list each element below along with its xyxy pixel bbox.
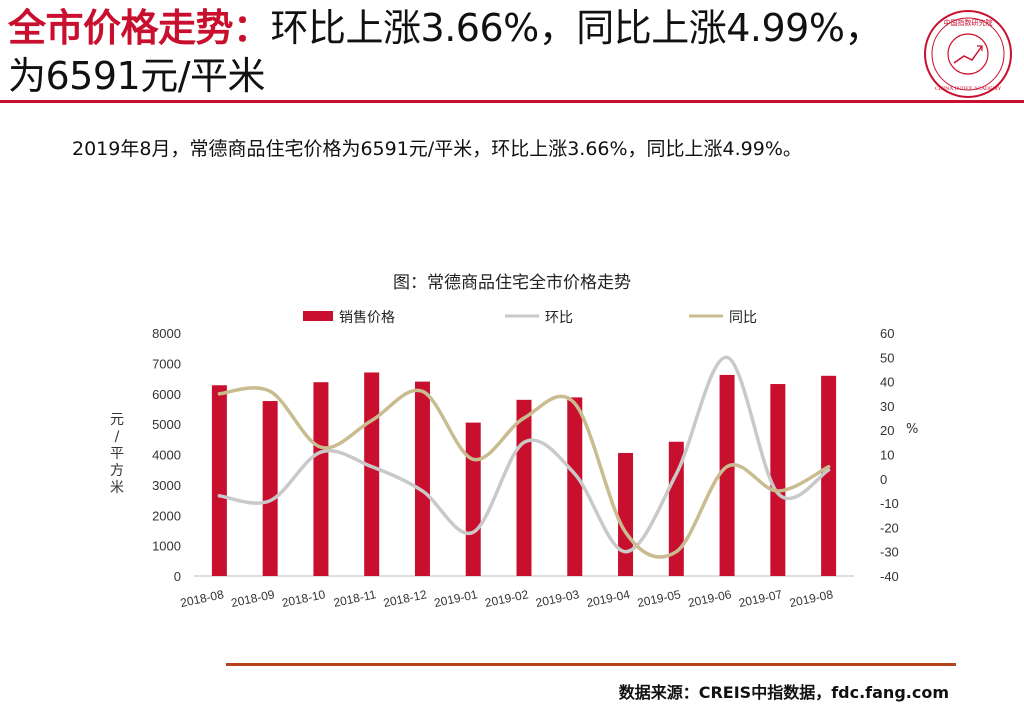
right-tick-label: 0 [880,472,887,487]
right-tick-label: 50 [880,350,894,365]
bar-2019-04 [618,452,634,576]
category-label-2019-02: 2019-02 [484,587,530,610]
title-divider [0,100,1024,103]
left-axis-label-char: 元 [110,412,124,428]
bar-2019-08 [821,375,837,576]
bar-2018-11 [364,372,380,576]
chart-title: 图：常德商品住宅全市价格走势 [393,273,631,293]
bar-2019-06 [719,374,735,576]
left-tick-label: 0 [174,569,181,584]
bar-2018-12 [414,381,430,576]
right-tick-label: 10 [880,448,894,463]
category-label-2018-08: 2018-08 [179,587,225,610]
left-axis-label-char: 方 [110,463,124,479]
left-axis-label-char: 米 [110,480,124,496]
right-tick-label: 40 [880,375,894,390]
line-series-1 [217,355,831,554]
svg-text:CHINA INDEX ACADEMY: CHINA INDEX ACADEMY [935,86,1002,92]
right-tick-label: -10 [880,496,899,511]
bar-2019-07 [770,384,786,576]
right-tick-label: 20 [880,423,894,438]
bar-2018-09 [262,401,278,576]
right-tick-label: -40 [880,569,899,584]
bar-2019-01 [465,422,481,576]
category-label-2019-04: 2019-04 [585,587,631,610]
left-tick-label: 6000 [152,387,181,402]
right-axis-label: % [906,422,918,437]
bar-2019-03 [567,397,583,576]
category-label-2019-06: 2019-06 [687,587,733,610]
bar-2019-05 [668,441,684,576]
summary-text: 2019年8月，常德商品住宅价格为6591元/平米，环比上涨3.66%，同比上涨… [72,138,802,160]
left-axis-label-char: 平 [110,446,124,462]
left-tick-label: 7000 [152,356,181,371]
left-axis-label-char: / [115,429,120,445]
legend-label-2: 同比 [729,310,757,326]
category-label-2019-08: 2019-08 [788,587,834,610]
category-label-2019-01: 2019-01 [433,587,479,610]
left-tick-label: 4000 [152,448,181,463]
category-label-2018-10: 2018-10 [281,587,327,610]
data-source: 数据来源：CREIS中指数据，fdc.fang.com [618,683,949,702]
footer-divider [226,663,956,666]
page-title-rest: 环比上涨3.66%，同比上涨4.99%，为6591元/平米 [8,6,882,98]
right-tick-label: -30 [880,545,899,560]
right-tick-label: 30 [880,399,894,414]
left-tick-label: 2000 [152,508,181,523]
page-title-highlight: 全市价格走势： [8,6,271,50]
left-tick-label: 1000 [152,539,181,554]
legend-swatch-0 [303,311,333,321]
bar-2019-02 [516,399,532,576]
left-tick-label: 3000 [152,478,181,493]
bar-2018-08 [211,385,227,576]
china-index-academy-seal-logo: 中国指数研究院 CHINA INDEX ACADEMY [924,10,1012,98]
bar-2018-10 [313,382,329,576]
category-label-2018-09: 2018-09 [230,587,276,610]
svg-text:中国指数研究院: 中国指数研究院 [944,18,993,27]
category-label-2019-07: 2019-07 [737,587,783,610]
legend-label-0: 销售价格 [339,310,395,326]
category-label-2019-03: 2019-03 [534,587,580,610]
right-tick-label: -20 [880,520,899,535]
category-label-2019-05: 2019-05 [636,587,682,610]
category-label-2018-11: 2018-11 [332,587,377,610]
legend-label-1: 环比 [545,310,573,326]
left-tick-label: 5000 [152,417,181,432]
left-tick-label: 8000 [152,326,181,341]
page-title: 全市价格走势：环比上涨3.66%，同比上涨4.99%，为6591元/平米 [8,4,908,100]
category-label-2018-12: 2018-12 [382,587,428,610]
right-tick-label: 60 [880,326,894,341]
